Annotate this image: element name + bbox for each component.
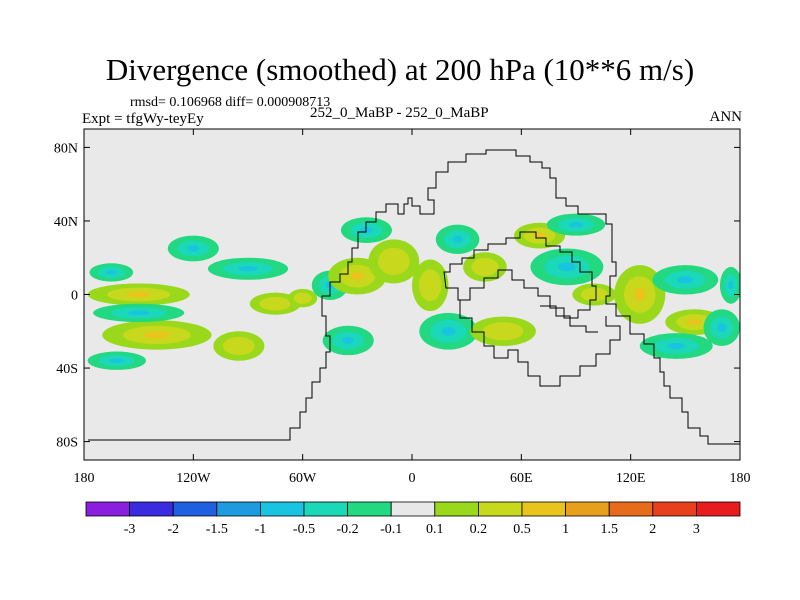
- contour-blob: [580, 287, 608, 302]
- colorbar-label: 0.5: [513, 522, 531, 537]
- experiment-label: Expt = tfgWy-teyEy: [82, 111, 204, 127]
- contour-blob: [187, 245, 200, 252]
- y-tick-label: 40S: [56, 362, 78, 377]
- colorbar-swatch: [652, 501, 697, 517]
- colorbar-swatch: [172, 501, 218, 517]
- x-tick-label: 60E: [510, 471, 533, 486]
- x-axis: 180 120W 60W 0 60E 120E 180: [74, 129, 751, 486]
- contour-blob: [687, 318, 702, 326]
- colorbar-label: -2: [167, 522, 179, 537]
- colorbar-label: -0.1: [380, 522, 402, 537]
- season-label: ANN: [709, 109, 743, 125]
- colorbar-swatch: [347, 501, 392, 517]
- chart-title: Divergence (smoothed) at 200 hPa (10**6 …: [105, 52, 695, 87]
- colorbar-label: 2: [649, 522, 656, 537]
- colorbar-label: -3: [124, 522, 136, 537]
- contour-fill-layer: [87, 213, 740, 370]
- colorbar-label: 0.1: [426, 522, 444, 537]
- contour-blob: [471, 257, 499, 277]
- contour-blob: [728, 280, 734, 290]
- contour-blob: [223, 336, 255, 356]
- contour-blob: [633, 287, 646, 302]
- contour-blob: [350, 271, 365, 281]
- contour-blob: [569, 221, 583, 228]
- colorbar-swatch: [129, 501, 174, 517]
- contour-blob: [342, 336, 355, 345]
- colorbar-swatch: [608, 501, 654, 517]
- colorbar-swatch: [477, 501, 523, 517]
- y-tick-label: 80S: [56, 436, 78, 451]
- colorbar-label: -0.5: [293, 522, 315, 537]
- contour-blob: [441, 326, 456, 336]
- coastline-americas: [88, 149, 740, 445]
- colorbar-label: -0.2: [337, 522, 359, 537]
- colorbar-label: 3: [693, 522, 700, 537]
- contour-blob: [667, 342, 685, 350]
- contour-blob: [558, 262, 576, 272]
- x-tick-label: 0: [409, 471, 416, 486]
- x-tick-label: 60W: [289, 471, 317, 486]
- contour-blob: [377, 247, 410, 276]
- contour-blob: [293, 292, 312, 304]
- contour-blob: [106, 270, 117, 275]
- y-tick-label: 80N: [54, 141, 78, 156]
- colorbar-swatch: [390, 501, 436, 517]
- contour-blob: [259, 296, 292, 311]
- colorbar-swatch: [85, 501, 130, 517]
- contour-blob: [238, 266, 258, 272]
- coastline-layer: [88, 149, 740, 445]
- x-tick-label: 180: [74, 471, 95, 486]
- colorbar-swatch: [434, 501, 479, 517]
- colorbar-swatch: [216, 501, 261, 517]
- y-axis: 80N 40N 0 40S 80S: [54, 141, 740, 451]
- contour-blob: [418, 269, 442, 302]
- colorbar-swatch: [303, 501, 348, 517]
- colorbar-label: -1: [255, 522, 267, 537]
- colorbar-label: 1: [562, 522, 569, 537]
- x-tick-label: 120W: [176, 471, 211, 486]
- colorbar-swatch: [696, 501, 741, 517]
- colorbar: -3 -2 -1.5 -1 -0.5 -0.2 -0.1 0.1 0.2 0.5 1 1.5 2 3: [85, 501, 741, 537]
- colorbar-label: -1.5: [206, 522, 228, 537]
- colorbar-label: 0.2: [470, 522, 488, 537]
- y-tick-label: 0: [71, 289, 78, 304]
- contour-blob: [109, 358, 124, 363]
- y-tick-label: 40N: [54, 215, 78, 230]
- colorbar-swatch: [259, 501, 305, 517]
- contour-blob: [677, 276, 694, 284]
- colorbar-swatch: [565, 501, 610, 517]
- x-tick-label: 180: [730, 471, 751, 486]
- contour-blob: [482, 322, 524, 341]
- case-label: 252_0_MaBP - 252_0_MaBP: [310, 105, 489, 121]
- coastline-africa-asia-south: [459, 300, 621, 387]
- coastline-eurasia: [443, 231, 597, 319]
- contour-blob: [452, 235, 463, 243]
- contour-blob: [717, 323, 727, 333]
- coastline-australia: [540, 305, 598, 333]
- stats-line: rmsd= 0.106968 diff= 0.000908713: [130, 95, 331, 110]
- contour-blob: [127, 310, 150, 316]
- colorbar-swatch: [521, 501, 566, 517]
- contour-blob: [126, 291, 151, 298]
- contour-blob: [143, 331, 171, 339]
- x-tick-label: 120E: [616, 471, 646, 486]
- colorbar-label: 1.5: [600, 522, 618, 537]
